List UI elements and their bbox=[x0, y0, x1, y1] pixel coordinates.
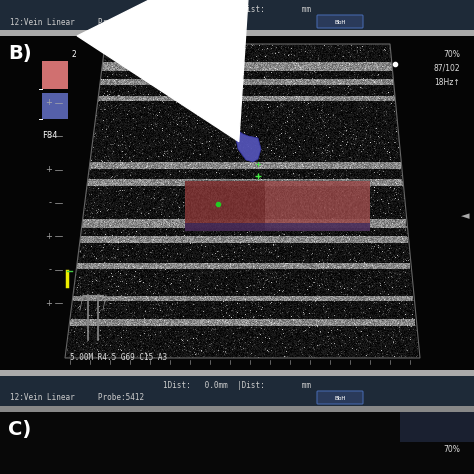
Text: BbH: BbH bbox=[334, 19, 346, 25]
FancyBboxPatch shape bbox=[317, 391, 363, 404]
Bar bbox=[0, 358, 474, 370]
Bar bbox=[0, 0, 474, 30]
Text: -: - bbox=[49, 132, 52, 141]
Text: 87/102: 87/102 bbox=[433, 64, 460, 73]
Text: +: + bbox=[45, 165, 52, 174]
Text: F84: F84 bbox=[42, 131, 57, 140]
Bar bbox=[0, 36, 474, 44]
Text: -: - bbox=[49, 265, 52, 274]
Bar bbox=[185, 181, 370, 231]
Bar bbox=[185, 223, 370, 231]
Text: 2: 2 bbox=[72, 50, 77, 59]
Text: 1Dist:   0.0mm  |Dist:        mm: 1Dist: 0.0mm |Dist: mm bbox=[163, 381, 311, 390]
Text: -: - bbox=[49, 199, 52, 208]
Bar bbox=[42, 93, 68, 119]
Text: 12:Vein Linear     Probe:5412: 12:Vein Linear Probe:5412 bbox=[10, 393, 144, 402]
Bar bbox=[0, 36, 474, 370]
Text: B): B) bbox=[8, 44, 32, 63]
Bar bbox=[42, 61, 68, 89]
Text: BbH: BbH bbox=[334, 395, 346, 401]
Text: +: + bbox=[45, 98, 52, 107]
Bar bbox=[0, 406, 474, 412]
FancyBboxPatch shape bbox=[317, 15, 363, 28]
Text: 70%: 70% bbox=[443, 446, 460, 455]
Bar bbox=[0, 376, 474, 406]
Text: +: + bbox=[45, 232, 52, 241]
Bar bbox=[400, 412, 474, 442]
Polygon shape bbox=[65, 44, 420, 358]
Bar bbox=[185, 181, 265, 231]
Bar bbox=[0, 30, 474, 36]
Text: ◄: ◄ bbox=[461, 211, 469, 221]
Text: 70%: 70% bbox=[443, 49, 460, 58]
Bar bbox=[400, 36, 474, 76]
Polygon shape bbox=[390, 36, 474, 370]
Bar bbox=[0, 412, 474, 474]
Text: 12:Vein Linear     Probe:5412: 12:Vein Linear Probe:5412 bbox=[10, 18, 144, 27]
Text: 18Hz↑: 18Hz↑ bbox=[434, 78, 460, 86]
Text: 5.00M R4.5 G69 C15 A3: 5.00M R4.5 G69 C15 A3 bbox=[70, 353, 167, 362]
Polygon shape bbox=[236, 132, 261, 162]
Text: C): C) bbox=[8, 420, 31, 439]
Text: +: + bbox=[45, 299, 52, 308]
Bar bbox=[0, 370, 474, 376]
Polygon shape bbox=[0, 36, 105, 370]
Text: 1Dist:   0.0mm  |Dist:        mm: 1Dist: 0.0mm |Dist: mm bbox=[163, 4, 311, 13]
